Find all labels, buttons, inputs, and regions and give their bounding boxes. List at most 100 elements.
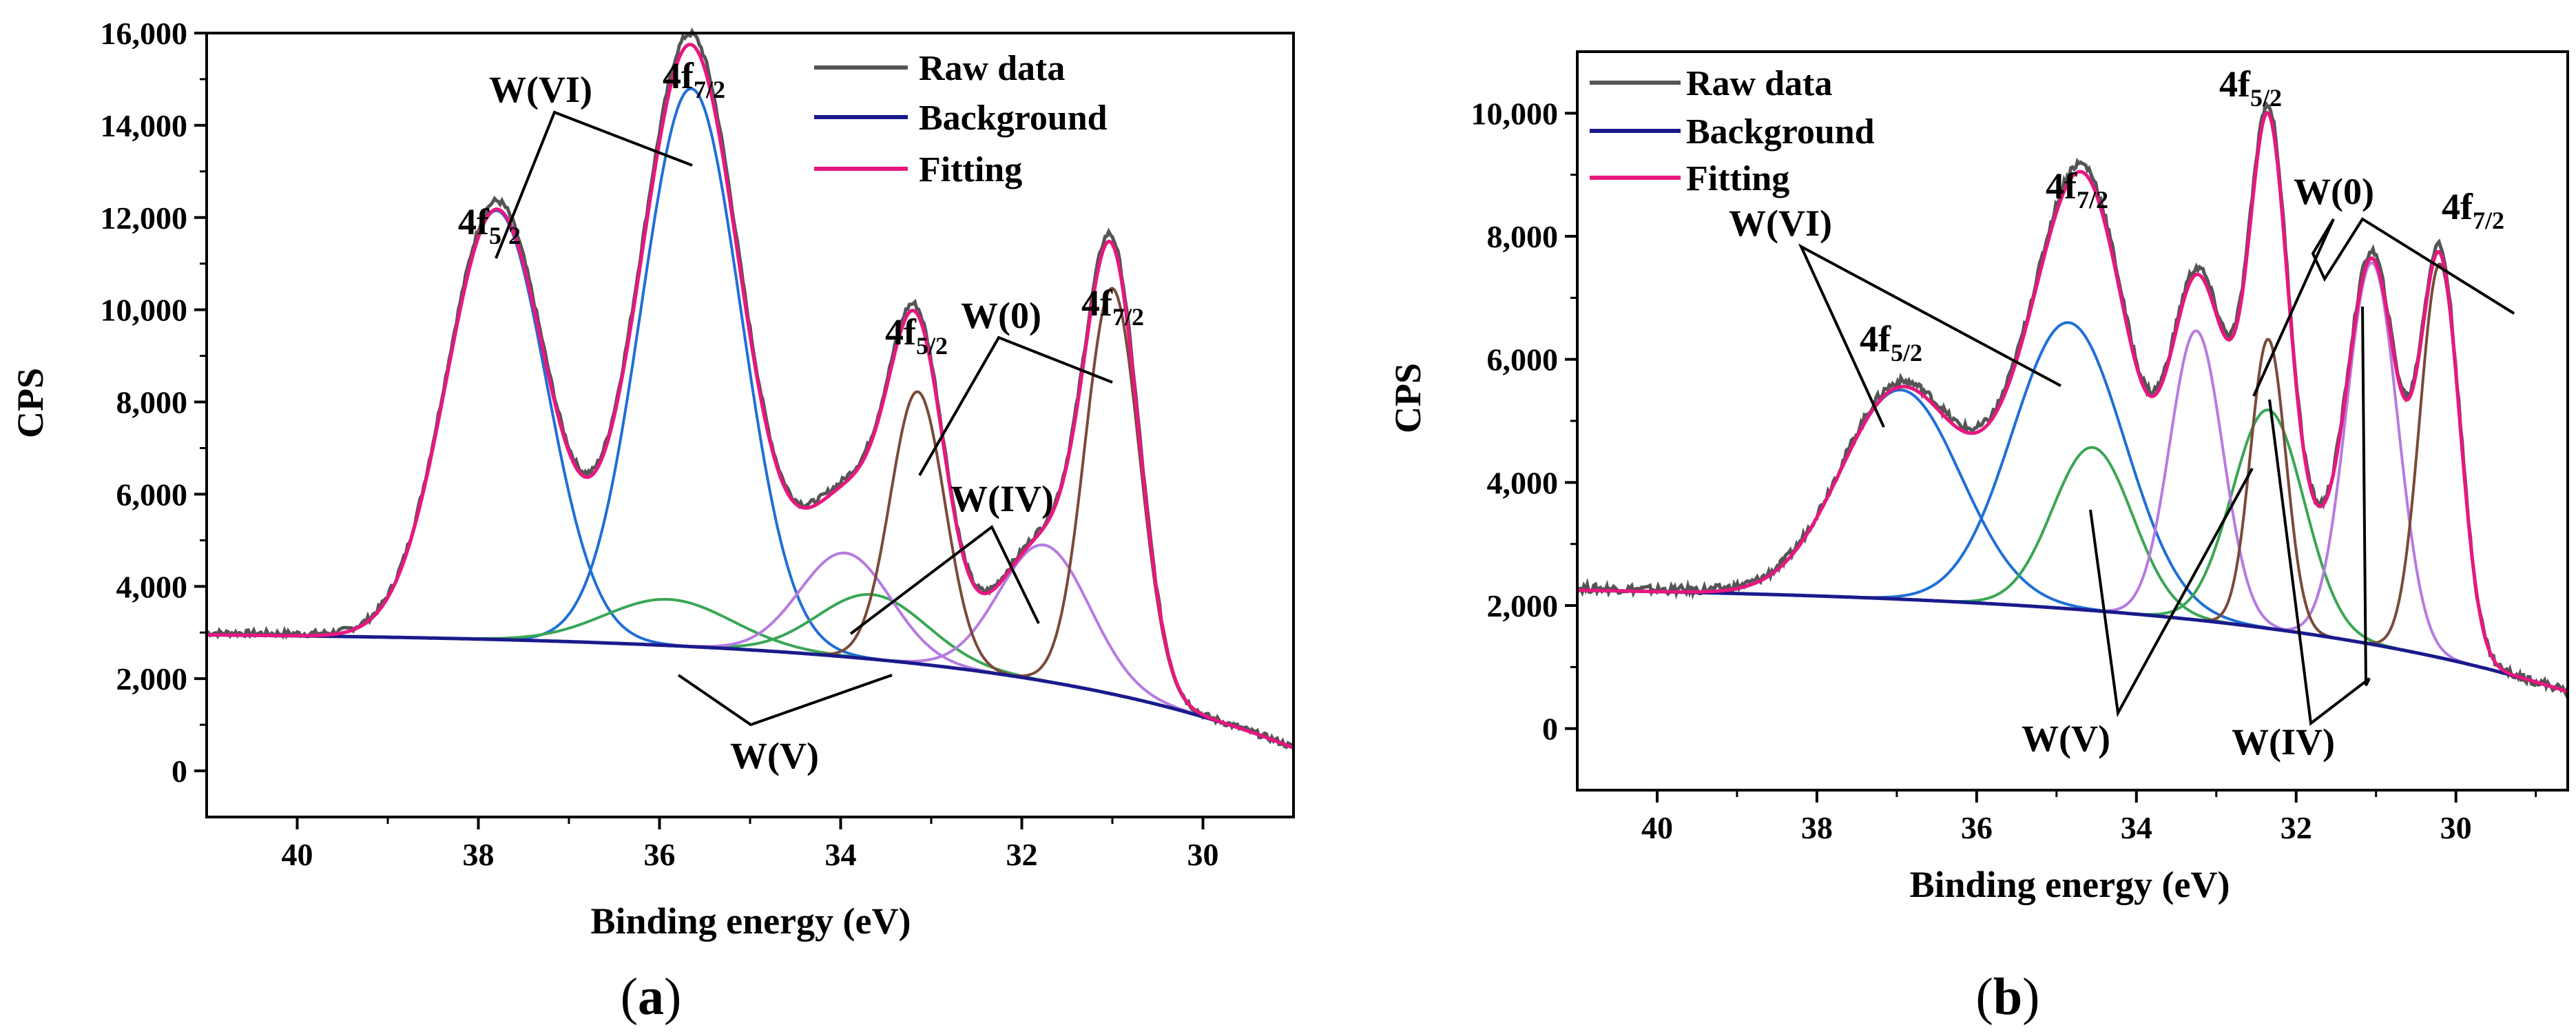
x-tick-label: 36 xyxy=(1961,810,1993,845)
a-w4-leader xyxy=(849,524,1040,635)
y-tick-label: 2,000 xyxy=(1487,588,1559,623)
panel-a-legend: Raw data Background Fitting xyxy=(814,49,1108,189)
panel-a-curves xyxy=(206,27,1296,749)
y-tick-label: 6,000 xyxy=(116,477,188,512)
panel-b-x-axis-title: Binding energy (eV) xyxy=(1910,864,2230,905)
panel-b-chart: 40 38 36 34 32 3002,0004,0006,0008,00010,000 … xyxy=(1387,50,2570,1026)
b-peak-label-4: 4f7/2 xyxy=(2442,186,2504,234)
component-peak-1 xyxy=(207,209,1294,749)
b-peak-4-sub: 7/2 xyxy=(2473,207,2504,234)
panel-b-caption: (b) xyxy=(1976,968,2040,1026)
y-tick-label: 6,000 xyxy=(1487,342,1559,378)
panel-a-caption-letter: a xyxy=(638,968,664,1026)
a-peak-2-main: 4f xyxy=(663,55,694,96)
a-w0-label: W(0) xyxy=(961,295,1041,336)
b-peak-1-main: 4f xyxy=(1860,318,1891,360)
a-peak-2-sub: 7/2 xyxy=(694,76,725,103)
a-peak-label-4: 4f7/2 xyxy=(1081,282,1144,331)
a-w0-leader xyxy=(918,335,1113,476)
component-peak-6 xyxy=(207,543,1294,749)
component-peak-7 xyxy=(1577,338,2568,693)
component-peak-2 xyxy=(1577,321,2568,693)
x-tick-label: 38 xyxy=(463,837,495,872)
panel-b-annotation-lines xyxy=(1798,217,2515,726)
a-w4-label: W(IV) xyxy=(951,478,1054,519)
a-w6-label: W(VI) xyxy=(489,69,592,110)
x-tick-label: 34 xyxy=(2121,810,2152,845)
x-tick-label: 32 xyxy=(2281,810,2312,845)
component-peak-6 xyxy=(1577,261,2568,693)
a-w5-label: W(V) xyxy=(730,735,819,776)
legend-b-background-label: Background xyxy=(1686,112,1875,152)
fitting-line xyxy=(1577,110,2568,694)
raw-data-line xyxy=(206,27,1296,749)
b-peak-2-main: 4f xyxy=(2046,165,2077,207)
a-peak-1-sub: 5/2 xyxy=(489,222,521,249)
a-peak-3-sub: 5/2 xyxy=(916,332,948,360)
b-w4-leader xyxy=(2268,306,2371,726)
x-tick-label: 40 xyxy=(282,837,313,872)
panel-a-caption: (a) xyxy=(621,968,682,1026)
x-tick-label: 34 xyxy=(825,837,857,872)
y-tick-label: 0 xyxy=(172,754,187,789)
a-peak-4-main: 4f xyxy=(1081,282,1113,324)
y-tick-label: 14,000 xyxy=(101,108,188,143)
raw-data-line xyxy=(1575,101,2570,700)
panel-a-ticks: 40 38 36 34 32 30 0 2,000 4,000 6,000 8,000 10,000 1… xyxy=(101,16,1219,872)
b-w6-leader xyxy=(1798,243,2061,428)
a-peak-label-1: 4f5/2 xyxy=(458,201,521,249)
legend-a-background-label: Background xyxy=(919,99,1108,138)
b-peak-3-sub: 5/2 xyxy=(2250,84,2282,112)
component-peak-4 xyxy=(1577,408,2568,693)
x-tick-label: 36 xyxy=(644,837,676,872)
panel-a-annotation-lines xyxy=(495,110,1113,727)
y-tick-label: 10,000 xyxy=(1471,96,1559,131)
y-tick-label: 10,000 xyxy=(101,293,188,328)
background-line xyxy=(207,633,1294,749)
panel-b-caption-letter: b xyxy=(1993,968,2022,1026)
b-w6-label: W(VI) xyxy=(1729,203,1832,244)
x-tick-label: 32 xyxy=(1006,837,1038,872)
b-w5-leader xyxy=(2089,468,2254,718)
fitting-line xyxy=(207,42,1294,749)
panel-b-y-axis-title: CPS xyxy=(1387,363,1429,433)
legend-b-raw-label: Raw data xyxy=(1686,64,1832,103)
x-tick-label: 30 xyxy=(2440,810,2472,845)
y-tick-label: 12,000 xyxy=(101,200,188,236)
b-peak-3-main: 4f xyxy=(2219,63,2251,105)
a-peak-label-3: 4f5/2 xyxy=(885,311,948,360)
panel-a-chart: 40 38 36 34 32 30 0 2,000 4,000 6,000 8,000 10,000 1… xyxy=(10,16,1296,1026)
component-peak-5 xyxy=(1577,329,2568,693)
a-w6-leader xyxy=(495,110,693,259)
y-tick-label: 4,000 xyxy=(116,569,188,604)
a-peak-4-sub: 7/2 xyxy=(1112,303,1144,331)
component-peak-7 xyxy=(207,390,1294,749)
panel-a-x-axis-title: Binding energy (eV) xyxy=(591,900,911,942)
y-tick-label: 8,000 xyxy=(116,385,188,420)
b-peak-1-sub: 5/2 xyxy=(1891,339,1922,366)
panel-b-ticks: 40 38 36 34 32 30 0 2,000 4,000 6,000 8,000 10,000 xyxy=(1471,96,2537,845)
b-peak-label-1: 4f5/2 xyxy=(1860,318,1922,366)
a-peak-1-main: 4f xyxy=(458,201,490,242)
legend-a-raw-label: Raw data xyxy=(919,49,1065,88)
panel-b-curves xyxy=(1575,101,2570,700)
b-w4-label: W(IV) xyxy=(2232,721,2335,763)
b-peak-label-3: 4f5/2 xyxy=(2219,63,2282,112)
b-peak-label-2: 4f7/2 xyxy=(2046,165,2108,214)
a-peak-3-main: 4f xyxy=(885,311,917,353)
component-peak-8 xyxy=(1577,262,2568,693)
y-tick-label: 16,000 xyxy=(101,16,188,51)
x-tick-label: 38 xyxy=(1801,810,1833,845)
b-w5-label: W(V) xyxy=(2022,718,2110,759)
legend-a-fitting-label: Fitting xyxy=(919,150,1022,189)
y-tick-label: 8,000 xyxy=(1487,219,1559,254)
y-tick-label: 4,000 xyxy=(1487,465,1559,500)
b-w0-label: W(0) xyxy=(2294,171,2374,212)
b-peak-4-main: 4f xyxy=(2442,186,2473,227)
a-peak-label-2: 4f7/2 xyxy=(663,55,725,103)
x-tick-label: 40 xyxy=(1641,810,1673,845)
legend-b-fitting-label: Fitting xyxy=(1686,159,1789,198)
x-tick-label: 30 xyxy=(1187,837,1219,872)
background-line xyxy=(1577,588,2568,694)
